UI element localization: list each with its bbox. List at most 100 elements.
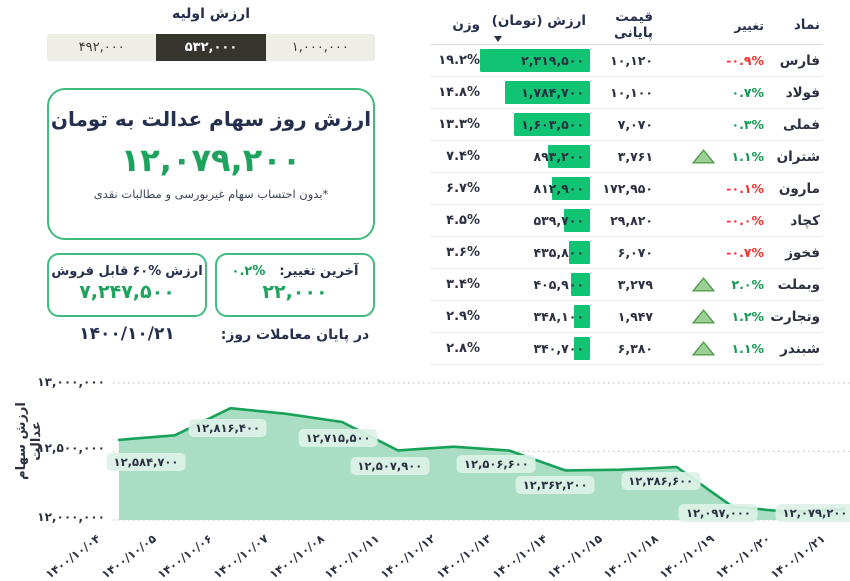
- table-body: فارس -۰.۹% ۱۰,۱۲۰ ۲,۳۱۹,۵۰۰ ۱۹.۲% فولاد …: [430, 45, 822, 365]
- x-tick-label: ۱۴۰۰/۱۰/۱۸: [600, 531, 661, 581]
- change-cell: ۲.۰%: [665, 277, 770, 292]
- value-bar: [573, 305, 590, 328]
- last-change-value: ۲۲,۰۰۰: [262, 281, 328, 303]
- value-bar: [547, 145, 590, 168]
- up-triangle-icon: [692, 309, 716, 324]
- change-percent: ۱.۲%: [731, 309, 764, 324]
- value-cell: ۸۱۲,۹۰۰: [480, 173, 590, 204]
- value-text: ۴۳۵,۸۰۰: [533, 245, 584, 260]
- close-price-cell: ۱,۹۴۷: [617, 309, 653, 324]
- symbol-cell: شتران: [776, 148, 820, 165]
- x-tick-label: ۱۴۰۰/۱۰/۱۹: [656, 531, 717, 581]
- point-label: ۱۲,۵۸۴,۷۰۰: [106, 452, 186, 471]
- col-header-close-price: قیمت پایانی: [613, 9, 653, 41]
- symbol-cell: کچاد: [790, 212, 820, 229]
- table-row: شبندر ۱.۱% ۶,۳۸۰ ۳۴۰,۷۰۰ ۲.۸%: [430, 333, 822, 365]
- toggle-option-1000000[interactable]: ۱,۰۰۰,۰۰۰: [291, 40, 349, 55]
- weight-cell: ۲.۹%: [446, 309, 480, 324]
- close-price-cell: ۳,۷۶۱: [617, 149, 653, 164]
- change-percent: ۱.۱%: [731, 341, 764, 356]
- change-cell: -۰.۷%: [665, 245, 770, 260]
- value-text: ۲,۳۱۹,۵۰۰: [521, 53, 584, 68]
- weight-cell: ۶.۷%: [446, 181, 480, 196]
- x-tick-label: ۱۴۰۰/۱۰/۲۰: [712, 531, 773, 581]
- change-cell: ۱.۱%: [665, 341, 770, 356]
- value-cell: ۸۹۳,۲۰۰: [480, 141, 590, 172]
- point-label: ۱۲,۰۷۹,۲۰۰: [775, 504, 850, 523]
- x-tick-label: ۱۴۰۰/۱۰/۲۱: [768, 531, 829, 581]
- point-label: ۱۲,۵۰۷,۹۰۰: [350, 457, 430, 476]
- value-text: ۳۴۸,۱۰۰: [533, 309, 584, 324]
- value-text: ۸۱۲,۹۰۰: [533, 181, 584, 196]
- table-row: وتجارت ۱.۲% ۱,۹۴۷ ۳۴۸,۱۰۰ ۲.۹%: [430, 301, 822, 333]
- x-tick-label: ۱۴۰۰/۱۰/۱۳: [433, 531, 494, 581]
- stocks-table: نماد تغییر قیمت پایانی ارزش (تومان) وزن …: [430, 6, 822, 365]
- x-tick-label: ۱۴۰۰/۱۰/۱۵: [545, 531, 606, 581]
- up-triangle-icon: [692, 149, 716, 164]
- up-triangle-icon: [692, 277, 716, 292]
- y-tick-label: ۱۲,۰۰۰,۰۰۰: [37, 510, 105, 524]
- change-percent: -۰.۱%: [726, 181, 764, 196]
- col-header-symbol: نماد: [793, 17, 820, 33]
- close-price-cell: ۳,۲۷۹: [617, 277, 653, 292]
- change-percent: -۰.۹%: [726, 53, 764, 68]
- value-cell: ۳۴۸,۱۰۰: [480, 301, 590, 332]
- last-change-percent: ۰.۲%: [231, 264, 266, 279]
- symbol-cell: شبندر: [780, 340, 820, 357]
- portfolio-value-chart: ۱۲,۵۸۴,۷۰۰ ۱۲,۸۱۶,۴۰۰ ۱۲,۷۱۵,۵۰۰ ۱۲,۵۰۷,۹۰۰…: [43, 372, 850, 581]
- weight-cell: ۱۳.۳%: [438, 117, 480, 132]
- chart-line: [117, 406, 846, 514]
- change-percent: -۰.۷%: [726, 245, 764, 260]
- card-value: ۱۲,۰۷۹,۲۰۰: [120, 141, 302, 179]
- sellable-value-card: ارزش ۶۰% قابل فروش ۷,۲۴۷,۵۰۰: [47, 253, 207, 317]
- value-text: ۳۴۰,۷۰۰: [533, 341, 584, 356]
- toggle-option-492000[interactable]: ۴۹۲,۰۰۰: [78, 40, 125, 55]
- change-percent: -۰.۰%: [726, 213, 764, 228]
- table-row: فخوز -۰.۷% ۶,۰۷۰ ۴۳۵,۸۰۰ ۳.۶%: [430, 237, 822, 269]
- col-header-value[interactable]: ارزش (تومان): [480, 6, 590, 44]
- table-header-row: نماد تغییر قیمت پایانی ارزش (تومان) وزن: [430, 6, 822, 45]
- value-bar: [505, 81, 590, 104]
- value-bar: [480, 49, 590, 72]
- change-cell: -۰.۹%: [665, 53, 770, 68]
- point-label: ۱۲,۵۰۶,۶۰۰: [456, 454, 536, 473]
- close-price-cell: ۶,۳۸۰: [617, 341, 653, 356]
- card-title: ارزش روز سهام عدالت به تومان: [50, 107, 372, 131]
- x-tick-label: ۱۴۰۰/۱۰/۱۴: [489, 531, 550, 581]
- value-bar: [551, 177, 590, 200]
- value-bar: [514, 113, 590, 136]
- toggle-option-532000[interactable]: ۵۳۲,۰۰۰: [156, 34, 266, 61]
- change-cell: -۰.۰%: [665, 213, 770, 228]
- symbol-cell: وتجارت: [770, 308, 820, 325]
- initial-value-section: ارزش اولیه ۱,۰۰۰,۰۰۰ ۵۳۲,۰۰۰ ۴۹۲,۰۰۰: [47, 6, 375, 61]
- sort-desc-icon[interactable]: [494, 36, 502, 42]
- symbol-cell: فولاد: [785, 84, 820, 101]
- table-row: فارس -۰.۹% ۱۰,۱۲۰ ۲,۳۱۹,۵۰۰ ۱۹.۲%: [430, 45, 822, 77]
- sellable-card-title: ارزش ۶۰% قابل فروش: [51, 264, 203, 279]
- table-row: کچاد -۰.۰% ۲۹,۸۲۰ ۵۳۹,۷۰۰ ۴.۵%: [430, 205, 822, 237]
- change-cell: ۱.۲%: [665, 309, 770, 324]
- close-price-cell: ۱۰,۱۲۰: [610, 53, 653, 68]
- close-price-cell: ۲۹,۸۲۰: [610, 213, 653, 228]
- symbol-cell: فارس: [779, 52, 820, 69]
- value-bar: [564, 209, 590, 232]
- up-triangle-icon: [692, 341, 716, 356]
- value-text: ۱,۶۰۳,۵۰۰: [521, 117, 584, 132]
- close-price-cell: ۶,۰۷۰: [617, 245, 653, 260]
- value-cell: ۱,۷۸۴,۷۰۰: [480, 77, 590, 108]
- change-percent: ۱.۱%: [731, 149, 764, 164]
- change-cell: ۰.۷%: [665, 85, 770, 100]
- initial-value-title: ارزش اولیه: [171, 6, 251, 22]
- value-cell: ۱,۶۰۳,۵۰۰: [480, 109, 590, 140]
- dashboard: ارزش اولیه ۱,۰۰۰,۰۰۰ ۵۳۲,۰۰۰ ۴۹۲,۰۰۰ ارز…: [14, 6, 850, 581]
- value-cell: ۳۴۰,۷۰۰: [480, 333, 590, 364]
- weight-cell: ۷.۴%: [446, 149, 480, 164]
- x-tick-label: ۱۴۰۰/۱۰/۰۵: [99, 531, 159, 581]
- change-percent: ۲.۰%: [731, 277, 764, 292]
- sellable-card-value: ۷,۲۴۷,۵۰۰: [79, 281, 175, 303]
- table-row: وبملت ۲.۰% ۳,۲۷۹ ۴۰۵,۹۰۰ ۳.۴%: [430, 269, 822, 301]
- weight-cell: ۳.۶%: [446, 245, 480, 260]
- table-row: فولاد ۰.۷% ۱۰,۱۰۰ ۱,۷۸۴,۷۰۰ ۱۴.۸%: [430, 77, 822, 109]
- point-label: ۱۲,۳۶۲,۲۰۰: [515, 476, 595, 495]
- weight-cell: ۱۴.۸%: [438, 85, 480, 100]
